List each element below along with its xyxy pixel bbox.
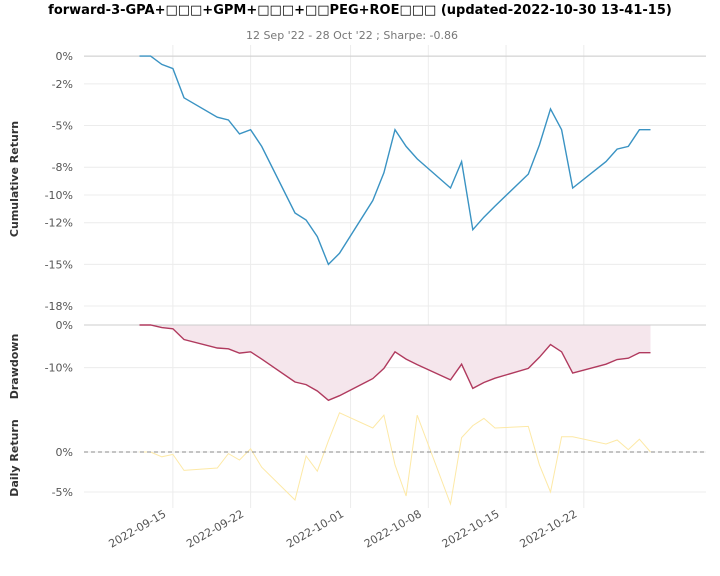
y-tick-label: -10% xyxy=(45,189,73,202)
y-tick-label: -8% xyxy=(52,161,73,174)
x-tick-label: 2022-10-15 xyxy=(440,507,502,550)
y-tick-label: -10% xyxy=(45,362,73,375)
x-tick-label: 2022-10-22 xyxy=(517,507,579,550)
y-tick-label: -15% xyxy=(45,258,73,271)
drawdown-line xyxy=(139,324,651,402)
x-tick-label: 2022-10-08 xyxy=(362,507,424,550)
y-tick-label: 0% xyxy=(56,50,73,63)
y-tick-label: 0% xyxy=(56,319,73,332)
y-tick-label: -5% xyxy=(52,120,73,133)
y-axis-label: Drawdown xyxy=(8,334,21,400)
x-tick-label: 2022-10-01 xyxy=(284,507,346,550)
daily-return-line xyxy=(139,412,651,506)
drawdown-area xyxy=(139,325,651,401)
x-tick-label: 2022-09-22 xyxy=(184,507,246,550)
y-axis-label: Daily Return xyxy=(8,419,21,496)
chart-title: forward-3-GPA+□□□+GPM+□□□+□□PEG+ROE□□□ (… xyxy=(48,3,672,18)
y-tick-label: 0% xyxy=(56,446,73,459)
chart-subtitle: 12 Sep '22 - 28 Oct '22 ; Sharpe: -0.86 xyxy=(246,29,458,42)
chart-panels: 0% -2% -5% -8% -10% -12% -15% -18% Cumulative Re… xyxy=(8,45,706,551)
x-tick-label: 2022-09-15 xyxy=(106,507,168,550)
y-axis-label: Cumulative Return xyxy=(8,121,21,237)
y-tick-label: -18% xyxy=(45,300,73,313)
y-tick-label: -12% xyxy=(45,217,73,230)
y-tick-label: -5% xyxy=(52,486,73,499)
cumulative-return-line xyxy=(139,55,651,266)
y-tick-label: -2% xyxy=(52,78,73,91)
